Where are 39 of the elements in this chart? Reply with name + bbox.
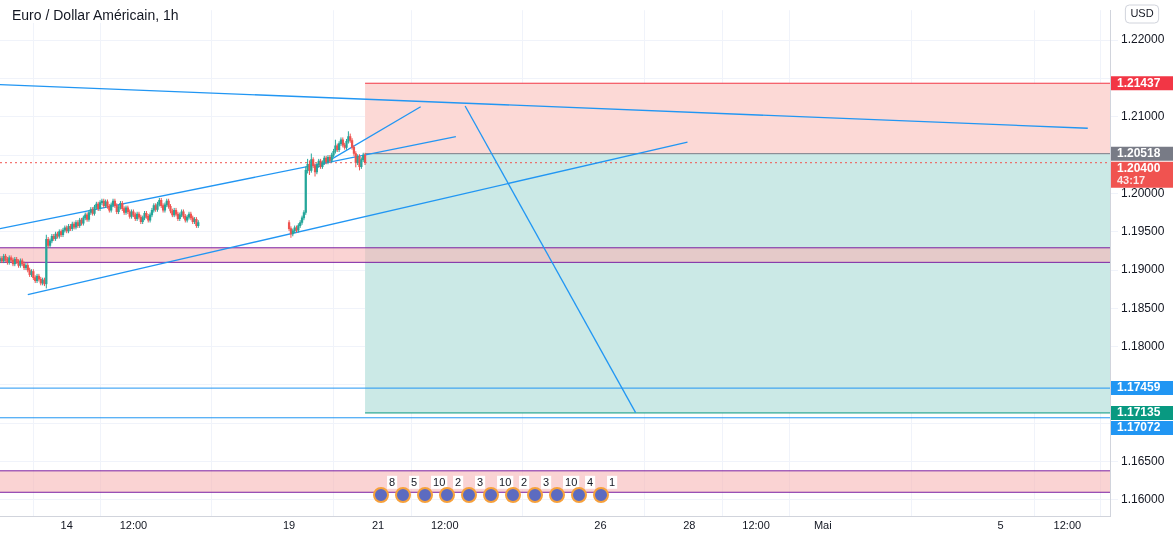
y-tick-label: 1.19500 [1121, 224, 1165, 239]
y-tick-label: 1.21000 [1121, 109, 1165, 124]
x-tick-label: 12:00 [1053, 519, 1082, 532]
ref-line-label: 1.20518 [1117, 145, 1161, 160]
text: USD [1130, 7, 1154, 20]
y-tick-label: 1.19000 [1121, 262, 1165, 277]
x-tick-label: 28 [683, 519, 696, 532]
x-tick-label: 21 [371, 519, 385, 532]
y-tick-label: 1.22000 [1121, 32, 1165, 47]
annotation: 1 [609, 475, 616, 488]
annotation: 8 [389, 475, 396, 488]
x-tick-label: 14 [60, 519, 73, 532]
ref-line-label: 1.21437 [1117, 75, 1161, 90]
annotation: 4 [587, 475, 594, 488]
x-tick-label: 12:00 [119, 519, 148, 532]
x-tick-label: 12:00 [430, 519, 459, 532]
annotation: 10 [433, 475, 446, 488]
y-tick-label: 1.18000 [1121, 338, 1165, 353]
ref-line-label: 1.17459 [1117, 380, 1161, 395]
annotation: 5 [411, 475, 418, 488]
chart-title: Euro / Dollar Américain, 1h [10, 7, 181, 23]
y-tick-label: 1.16000 [1121, 492, 1165, 507]
ref-line-label: 1.17135 [1117, 405, 1161, 420]
annotation: 3 [543, 475, 550, 488]
annotation: 10 [499, 475, 512, 488]
x-tick-label: 5 [997, 519, 1004, 532]
x-tick-label: 12:00 [742, 519, 770, 532]
annotation: 2 [455, 475, 462, 488]
annotation: 10 [565, 475, 578, 488]
x-tick-label: 26 [594, 519, 607, 532]
annotation: 3 [477, 475, 484, 488]
ref-line-label: 1.20400 43:17 [1117, 160, 1161, 186]
y-tick-label: 1.18500 [1121, 300, 1165, 315]
ref-line-label: 1.17072 [1117, 420, 1161, 435]
annotation: 2 [521, 475, 528, 488]
x-tick-label: 19 [282, 519, 296, 532]
y-tick-label: 1.16500 [1121, 453, 1165, 468]
y-tick-label: 1.20000 [1121, 185, 1165, 200]
x-tick-label: Mai [813, 519, 832, 532]
